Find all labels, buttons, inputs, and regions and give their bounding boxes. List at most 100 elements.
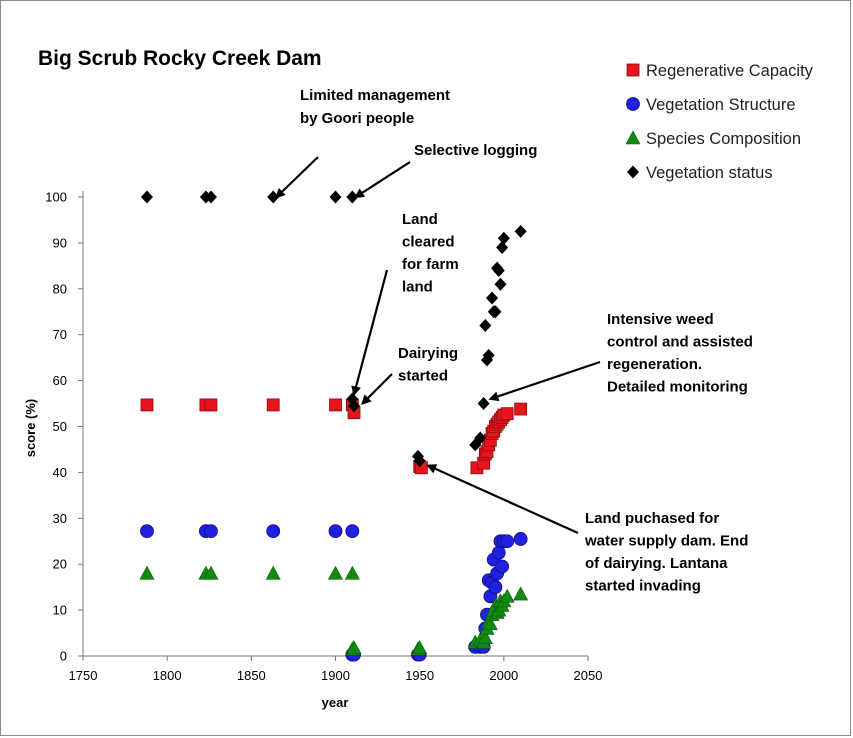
x-axis-label: year <box>322 695 349 710</box>
annotation-text: for farm <box>402 256 459 273</box>
annotation-text: Dairying <box>398 345 458 362</box>
annotation-text: Limited management <box>300 87 450 104</box>
y-tick-label: 20 <box>53 557 67 572</box>
legend-label: Regenerative Capacity <box>646 62 814 80</box>
data-point <box>489 305 502 319</box>
data-point <box>494 277 507 291</box>
data-point <box>491 545 506 560</box>
data-point <box>345 524 360 539</box>
annotation-text: regeneration. <box>607 356 702 373</box>
annotation-text: by Goori people <box>300 110 414 127</box>
data-point <box>495 559 510 574</box>
y-tick-label: 60 <box>53 373 67 388</box>
series-vegetation-structure <box>140 524 528 662</box>
legend-entry: Species Composition <box>625 130 801 148</box>
annotation-text: land <box>402 279 433 296</box>
legend-marker <box>627 165 639 179</box>
annotation-text: water supply dam. End <box>584 533 748 550</box>
annotation-text: Land puchased for <box>585 510 719 527</box>
data-point <box>204 524 218 539</box>
data-point <box>328 524 343 539</box>
data-point <box>327 565 344 580</box>
x-tick-label: 1850 <box>237 668 266 683</box>
annotation: Limited management by Goori people <box>275 87 450 199</box>
annotation-text: control and assisted <box>607 334 753 351</box>
data-point <box>412 640 428 655</box>
data-point <box>482 616 498 631</box>
x-tick-label: 1950 <box>405 668 434 683</box>
data-point <box>477 630 493 644</box>
data-point <box>344 565 360 580</box>
data-point <box>474 431 487 445</box>
data-point <box>492 263 505 277</box>
y-tick-label: 80 <box>53 281 67 296</box>
chart-title: Big Scrub Rocky Creek Dam <box>38 47 322 70</box>
legend-label: Species Composition <box>646 130 801 148</box>
legend-label: Vegetation Structure <box>646 96 796 114</box>
annotation-text: Detailed monitoring <box>607 379 748 396</box>
data-point <box>346 640 362 655</box>
axes: 0 10 20 30 40 50 60 70 80 90 100 1750 1800 1850 1900 19… <box>45 190 602 684</box>
x-tick-label: 1750 <box>69 668 98 683</box>
annotations: Limited management by Goori peopleSelecti… <box>275 87 753 595</box>
legend-marker <box>625 130 641 145</box>
series-species-composition <box>139 565 529 656</box>
annotation-text: cleared <box>402 234 455 251</box>
legend-marker <box>626 63 640 77</box>
data-point <box>496 240 509 254</box>
annotation-arrow <box>426 464 579 535</box>
data-point <box>139 565 155 580</box>
data-point <box>513 532 528 546</box>
x-tick-label: 1800 <box>153 668 182 683</box>
annotation: Selective logging <box>354 142 537 199</box>
data-point <box>329 190 342 204</box>
data-point <box>140 190 153 204</box>
annotation-arrow <box>275 156 319 199</box>
y-axis-label: score (%) <box>23 399 38 458</box>
series-vegetation-status <box>140 190 527 468</box>
annotation-text: started invading <box>585 578 701 595</box>
y-tick-label: 90 <box>53 235 67 250</box>
annotation: Intensive weed control and assisted regene… <box>488 311 753 402</box>
data-point <box>266 524 281 539</box>
y-tick-label: 10 <box>53 603 67 618</box>
data-point <box>499 588 515 603</box>
y-tick-label: 30 <box>53 511 67 526</box>
data-point <box>514 224 527 238</box>
data-point <box>486 291 499 305</box>
data-point <box>479 319 492 333</box>
annotation-arrow <box>488 360 601 402</box>
data-point <box>140 524 154 539</box>
data-point <box>204 398 218 412</box>
annotation-text: Intensive weed <box>607 311 714 328</box>
data-point <box>348 399 361 413</box>
data-point <box>140 398 154 412</box>
data-point <box>497 231 510 245</box>
y-tick-label: 70 <box>53 327 67 342</box>
data-point <box>514 402 528 416</box>
data-point <box>513 586 529 601</box>
data-point <box>482 348 495 362</box>
data-point <box>488 580 503 595</box>
annotation-arrow <box>354 161 411 199</box>
legend: Regenerative Capacity Vegetation Structur… <box>625 62 814 182</box>
legend-entry: Vegetation status <box>627 164 773 182</box>
data-point <box>477 397 490 411</box>
x-tick-label: 2000 <box>489 668 518 683</box>
x-tick-label: 1900 <box>321 668 350 683</box>
annotation-arrow <box>351 269 389 397</box>
annotation: Land puchased for water supply dam. End of… <box>426 464 748 595</box>
annotation-text: of dairying. Lantana <box>585 555 728 572</box>
annotation: Dairying started <box>361 345 458 405</box>
y-tick-label: 100 <box>45 190 67 205</box>
annotation-text: Selective logging <box>414 142 537 159</box>
data-point <box>204 190 217 204</box>
data-point <box>265 565 281 580</box>
y-tick-label: 0 <box>60 649 67 664</box>
annotation-arrow <box>361 373 393 405</box>
data-point <box>203 565 219 580</box>
y-tick-label: 40 <box>53 465 67 480</box>
annotation: Land cleared for farm land <box>351 211 459 397</box>
